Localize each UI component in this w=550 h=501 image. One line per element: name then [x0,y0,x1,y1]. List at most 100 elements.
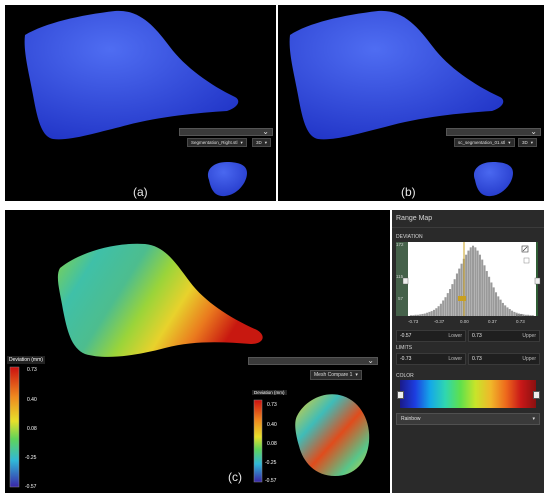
hist-bar [421,313,424,316]
hist-bar [449,289,452,316]
hist-bar [412,315,415,316]
hist-bar [483,265,486,316]
hist-bar [492,287,495,316]
histogram[interactable]: 172 115 57 -0.73 -0.37 0.00 0.37 0.73 mm [392,240,544,324]
hist-bar [522,314,525,316]
hist-bar [476,250,479,316]
range-map-panel: Range Map DEVIATION 172 115 57 -0.73 -0.… [392,210,544,493]
hist-bar [508,309,511,316]
colormap-gradient[interactable] [400,380,536,408]
hist-bar [485,271,488,316]
hist-bar [453,279,456,316]
hist-bar [517,313,520,316]
compare-select[interactable]: Mesh Compare 1 ▾ [310,370,362,380]
mesh-select-a[interactable]: Segmentation_Right.stl ▾ [187,138,247,147]
panel-c-toolbar[interactable]: ⌄ [248,356,378,365]
legend-small-tick-4: -0.57 [265,478,277,484]
legend-main-tick-1: 0.40 [27,397,37,403]
hist-bar [490,282,493,316]
hist-x-tick-2: 0.00 [460,319,469,324]
panel-b-toolbar[interactable]: ⌄ [446,127,541,136]
hist-bar [527,314,530,316]
caret-down-icon: ▾ [508,140,511,145]
hist-bar [494,292,498,316]
chevron-down-icon: ⌄ [262,127,269,136]
hist-bar [474,247,477,316]
mesh-select-b[interactable]: sc_segmentation_01.stl ▾ [454,138,515,147]
panel-b-viewport[interactable]: ⌄ sc_segmentation_01.stl ▾ 3D ▾ (b) [278,5,544,201]
hist-x-tick-0: -0.73 [408,319,419,324]
mesh-b-main [289,10,504,140]
caption-b: (b) [401,185,416,199]
mesh-a-render [24,10,247,197]
caret-down-icon: ▾ [264,140,268,145]
colormap-select[interactable]: Rainbow ▾ [396,413,540,425]
hist-bar [414,314,417,316]
hist-bar [506,307,509,316]
hist-bar [469,247,472,316]
upper-limit-field[interactable]: 0.73 Upper [468,353,540,365]
mesh-a-main [24,10,239,140]
hist-bar [432,309,436,316]
hist-bar [497,296,500,316]
hist-bar [460,263,463,316]
caret-down-icon: ▾ [355,372,358,378]
hist-bar [451,284,454,316]
legend-main-tick-0: 0.73 [27,367,37,373]
hist-bar [481,259,484,316]
mesh-a-thumb [207,162,247,197]
lower-deviation-field[interactable]: -0.57 Lower [396,330,466,342]
deviation-mesh-small [295,394,370,476]
hist-x-tick-1: -0.37 [434,319,445,324]
hist-x-tick-4: 0.73 [516,319,525,324]
view-select-a[interactable]: 3D ▾ [252,138,272,147]
hist-bar [531,315,534,316]
hist-zero-marker [458,296,466,301]
hist-bar [478,254,481,316]
hist-bar [524,314,527,316]
mesh-b-thumb [473,162,513,197]
hist-y-tick-2: 57 [398,296,404,301]
panel-c-viewport[interactable]: Deviation (mm) 0.73 0.40 0.08 -0.25 -0.5… [5,210,390,493]
deviation-label: DEVIATION [396,234,423,240]
legend-main-tick-2: 0.08 [27,426,37,432]
hist-bar [423,313,426,316]
limits-label: LIMITS [396,345,413,351]
expand-icon [521,245,529,253]
range-map-header: Range Map [392,210,544,228]
hist-bar [499,299,502,316]
hist-bar [419,314,422,316]
hist-y-tick-1: 115 [396,274,404,279]
hist-bar [488,276,491,316]
legend-small-tick-1: 0.40 [267,422,277,428]
legend-small-tick-0: 0.73 [267,402,277,408]
hist-y-tick-0: 172 [396,242,404,247]
caret-down-icon: ▾ [530,140,534,145]
legend-small-tick-2: 0.08 [267,441,277,447]
caption-a: (a) [133,185,148,199]
hist-bar [504,305,507,316]
hist-left-handle [402,277,409,285]
panel-a-toolbar[interactable]: ⌄ [179,127,273,136]
lower-limit-field[interactable]: -0.73 Lower [396,353,466,365]
colormap-left-handle[interactable] [397,391,404,399]
hist-bar [472,245,475,316]
upper-deviation-field[interactable]: 0.73 Upper [468,330,540,342]
legend-small-colorbar [253,399,263,483]
legend-main-title: Deviation (mm) [7,356,45,364]
hist-bar [428,311,431,316]
deviation-mesh [57,243,263,357]
panel-a-viewport[interactable]: ⌄ Segmentation_Right.stl ▾ 3D ▾ (a) [5,5,276,201]
hist-bar [467,250,470,316]
view-select-b[interactable]: 3D ▾ [518,138,538,147]
caret-down-icon: ▾ [532,416,535,422]
hist-bar [416,314,419,316]
legend-main-tick-3: -0.25 [25,455,37,461]
colormap-right-handle[interactable] [533,391,540,399]
hist-bar [446,293,449,316]
legend-main-colorbar [9,366,20,488]
hist-x-tick-3: 0.37 [488,319,497,324]
mesh-b-render [289,10,513,197]
hist-bar [430,311,433,316]
color-label: COLOR [396,373,414,379]
